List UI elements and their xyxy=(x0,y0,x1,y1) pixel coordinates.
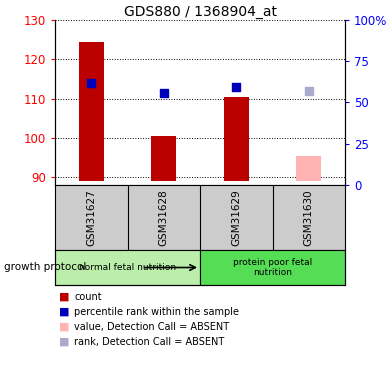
Bar xyxy=(223,97,249,181)
Text: GSM31628: GSM31628 xyxy=(159,189,169,246)
Text: rank, Detection Call = ABSENT: rank, Detection Call = ABSENT xyxy=(74,337,225,347)
Title: GDS880 / 1368904_at: GDS880 / 1368904_at xyxy=(124,5,277,19)
Text: GSM31630: GSM31630 xyxy=(304,189,314,246)
Text: percentile rank within the sample: percentile rank within the sample xyxy=(74,307,239,317)
Bar xyxy=(151,136,176,181)
Text: ■: ■ xyxy=(59,307,69,317)
Text: growth protocol: growth protocol xyxy=(4,262,86,273)
Text: value, Detection Call = ABSENT: value, Detection Call = ABSENT xyxy=(74,322,230,332)
Point xyxy=(306,88,312,94)
Point xyxy=(88,80,94,86)
Text: ■: ■ xyxy=(59,337,69,347)
Text: GSM31629: GSM31629 xyxy=(231,189,241,246)
Text: ■: ■ xyxy=(59,322,69,332)
Point xyxy=(161,90,167,96)
Bar xyxy=(296,156,321,181)
Bar xyxy=(78,42,104,181)
Text: count: count xyxy=(74,292,102,302)
Text: normal fetal nutrition: normal fetal nutrition xyxy=(79,263,176,272)
Point xyxy=(233,84,239,90)
Text: GSM31627: GSM31627 xyxy=(86,189,96,246)
Bar xyxy=(55,250,200,285)
Text: protein poor fetal
nutrition: protein poor fetal nutrition xyxy=(233,258,312,277)
Bar xyxy=(200,250,345,285)
Text: ■: ■ xyxy=(59,292,69,302)
